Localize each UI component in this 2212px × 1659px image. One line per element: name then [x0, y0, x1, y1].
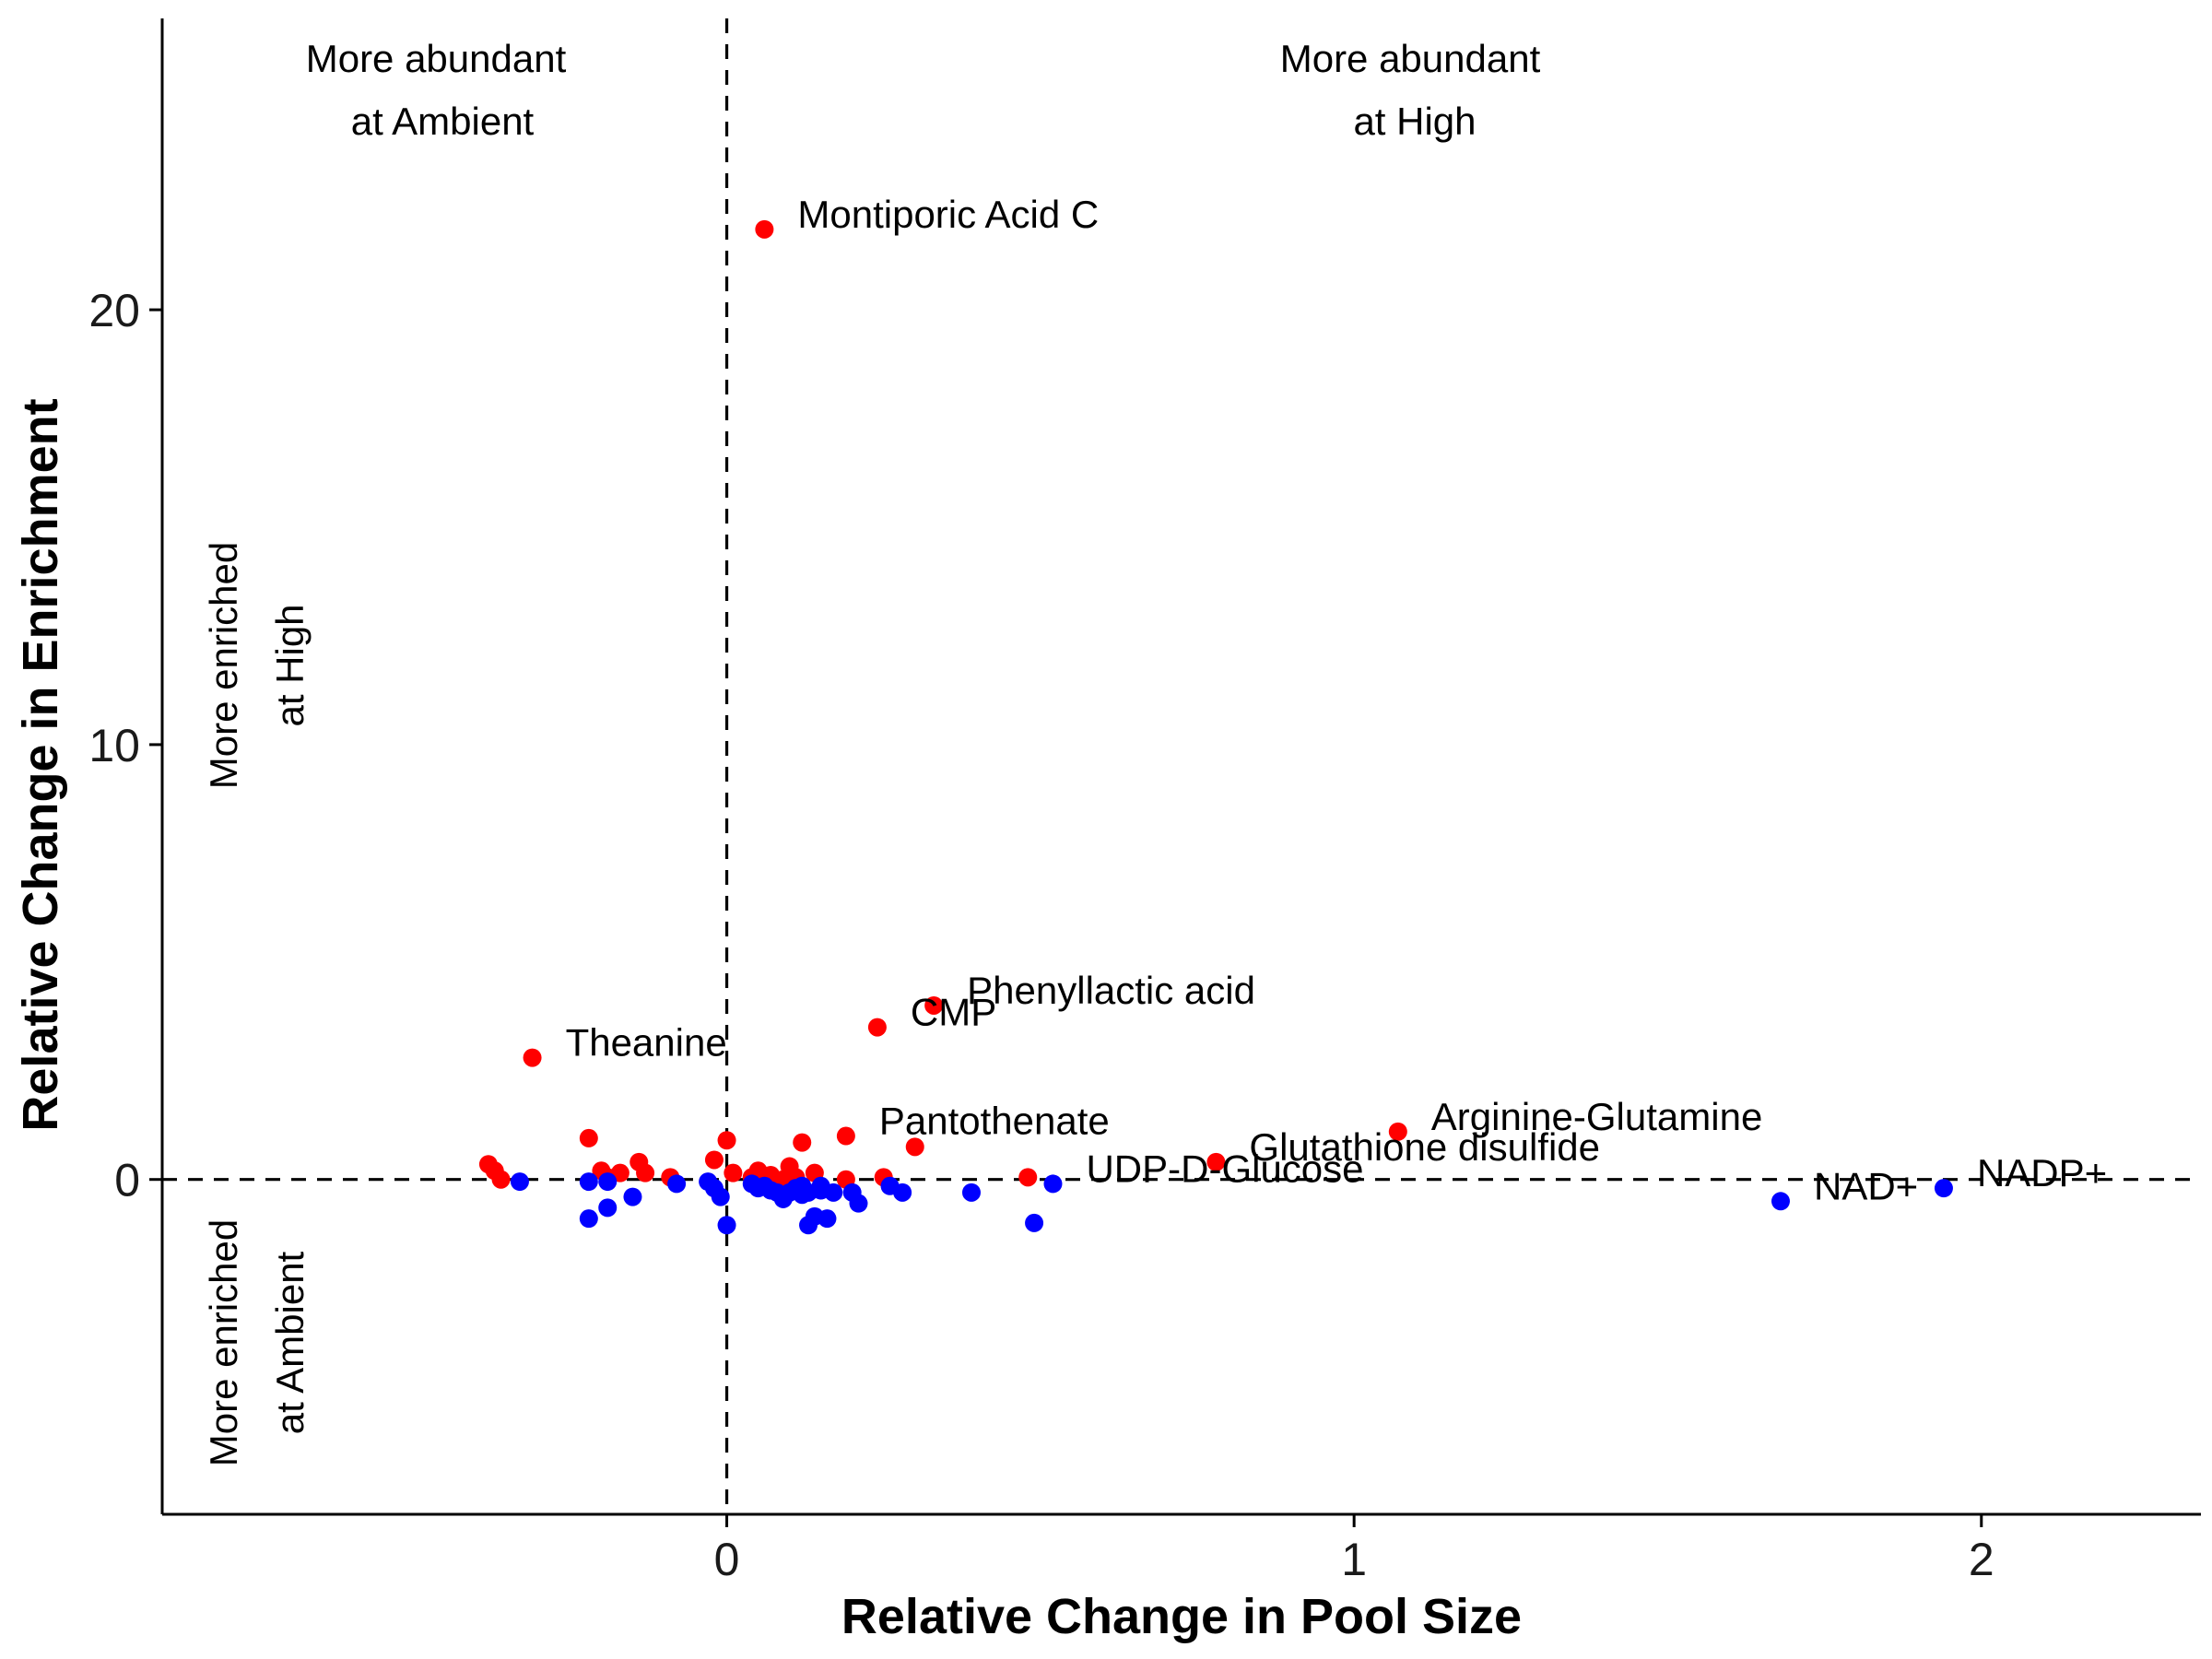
quadrant-label-high-line2: at High [268, 604, 312, 726]
data-point [711, 1187, 730, 1206]
data-point [717, 1216, 736, 1235]
data-point [824, 1182, 843, 1202]
data-point [1206, 1152, 1226, 1171]
data-point [961, 1182, 981, 1202]
data-point [717, 1131, 736, 1150]
data-point [793, 1133, 812, 1152]
data-point [579, 1128, 598, 1147]
data-point [598, 1172, 618, 1192]
reference-lines [162, 18, 2201, 1514]
point-label: UDP-D-Glucose [1086, 1147, 1363, 1190]
data-point [818, 1209, 837, 1229]
data-point [755, 219, 774, 239]
x-tick-label: 0 [714, 1534, 740, 1585]
data-point [667, 1174, 687, 1194]
data-point [1043, 1174, 1063, 1194]
data-point [623, 1187, 642, 1206]
data-point [510, 1172, 529, 1192]
point-label: Arginine-Glutamine [1431, 1095, 1763, 1138]
data-point [1771, 1192, 1790, 1211]
axes [160, 18, 2201, 1516]
data-point [836, 1126, 855, 1146]
data-point [893, 1182, 912, 1202]
data-point [491, 1170, 511, 1189]
quadrant-labels: More abundant at Ambient More abundant a… [202, 37, 1541, 1466]
point-label: NAD+ [1814, 1164, 1918, 1207]
y-tick-label: 0 [114, 1155, 140, 1206]
data-point [523, 1048, 542, 1067]
data-point [598, 1198, 618, 1218]
point-label: Pantothenate [879, 1100, 1110, 1143]
data-point [1025, 1213, 1044, 1232]
y-tick-label: 10 [88, 720, 140, 771]
x-axis-title: Relative Change in Pool Size [841, 1589, 1522, 1644]
data-point [724, 1163, 743, 1182]
quadrant-label-top-left-line1: More abundant [306, 37, 567, 80]
data-point [849, 1194, 868, 1213]
data-point [924, 995, 944, 1015]
data-point [636, 1163, 655, 1182]
quadrant-label-top-right-line2: at High [1353, 100, 1476, 143]
data-point [867, 1018, 887, 1037]
data-point [1018, 1168, 1038, 1187]
x-tick-label: 1 [1341, 1534, 1367, 1585]
point-label: Theanine [566, 1021, 727, 1065]
quadrant-label-high-line1: More enriched [202, 542, 245, 789]
data-point [704, 1150, 724, 1170]
data-point [905, 1137, 924, 1157]
point-label: Montiporic Acid C [797, 193, 1099, 236]
point-label: NADP+ [1977, 1151, 2107, 1194]
data-point [1388, 1122, 1407, 1141]
data-point [1934, 1179, 1953, 1198]
data-points [478, 219, 1953, 1235]
y-tick-label: 20 [88, 285, 140, 336]
point-label: CMP [911, 991, 996, 1034]
point-label: Phenyllactic acid [967, 969, 1255, 1012]
point-label: Glutathione disulfide [1249, 1125, 1600, 1169]
x-tick-label: 2 [1969, 1534, 1994, 1585]
quadrant-label-ambient-line2: at Ambient [268, 1251, 312, 1434]
quadrant-label-top-left-line2: at Ambient [351, 100, 535, 143]
y-axis-title: Relative Change in Enrichment [13, 398, 68, 1131]
quadrant-label-top-right-line1: More abundant [1280, 37, 1541, 80]
data-point [579, 1172, 598, 1192]
quadrant-label-ambient-line1: More enriched [202, 1219, 245, 1466]
data-point [579, 1209, 598, 1229]
